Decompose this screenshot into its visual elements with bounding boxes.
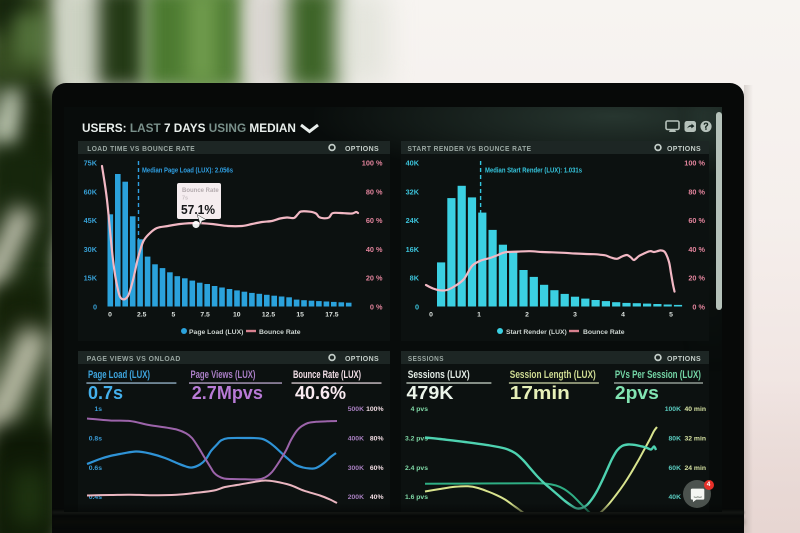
svg-text:Median Start Render (LUX): 1.0: Median Start Render (LUX): 1.031s [485,166,582,175]
svg-text:400K: 400K [348,436,364,443]
svg-text:3.2 pvs: 3.2 pvs [405,436,428,443]
svg-text:Bounce Rate: Bounce Rate [583,329,625,336]
svg-text:0: 0 [93,303,97,312]
svg-text:60 %: 60 % [366,216,383,225]
svg-text:15: 15 [296,312,304,319]
svg-text:17min: 17min [510,383,570,403]
svg-text:Bounce Rate: Bounce Rate [182,188,219,194]
svg-text:0 %: 0 % [370,303,383,312]
svg-text:OPTIONS: OPTIONS [345,144,379,153]
svg-text:Median Page Load (LUX): 2.056s: Median Page Load (LUX): 2.056s [142,166,233,175]
svg-text:60K: 60K [669,465,682,472]
svg-text:40.6%: 40.6% [295,383,346,403]
svg-text:200K: 200K [348,494,364,501]
svg-text:100 %: 100 % [684,159,705,168]
svg-text:24 min: 24 min [684,465,706,472]
svg-text:2: 2 [525,312,529,319]
svg-text:12.5: 12.5 [262,312,275,319]
svg-text:LOAD TIME VS BOUNCE RATE: LOAD TIME VS BOUNCE RATE [87,144,195,153]
svg-text:0.6s: 0.6s [89,465,102,472]
svg-text:2.5: 2.5 [137,312,147,319]
svg-text:60K: 60K [84,187,98,196]
svg-text:24K: 24K [406,216,420,225]
svg-text:40%: 40% [370,494,384,501]
svg-text:Session Length (LUX): Session Length (LUX) [510,369,596,381]
svg-text:0.7s: 0.7s [88,383,123,403]
svg-text:16K: 16K [406,245,420,254]
svg-text:Bounce Rate: Bounce Rate [259,329,301,336]
svg-text:OPTIONS: OPTIONS [667,144,701,153]
svg-text:5: 5 [172,312,176,319]
svg-text:Sessions (LUX): Sessions (LUX) [408,369,470,381]
svg-text:15K: 15K [84,274,98,283]
svg-text:40K: 40K [669,494,682,501]
svg-text:2pvs: 2pvs [615,383,659,403]
svg-text:2.7Mpvs: 2.7Mpvs [192,383,263,403]
svg-text:100 %: 100 % [362,159,383,168]
svg-text:Start Render (LUX): Start Render (LUX) [506,329,567,336]
svg-text:100K: 100K [665,406,681,413]
svg-text:Bounce Rate (LUX): Bounce Rate (LUX) [293,369,361,381]
svg-text:Page Load (LUX): Page Load (LUX) [189,329,243,336]
svg-text:40 min: 40 min [684,406,706,413]
svg-text:32K: 32K [406,187,420,196]
svg-text:80 %: 80 % [366,187,383,196]
svg-text:479K: 479K [407,383,454,403]
svg-text:20 %: 20 % [688,274,705,283]
svg-text:0: 0 [415,303,419,312]
svg-text:80%: 80% [370,436,384,443]
svg-text:OPTIONS: OPTIONS [667,354,701,363]
svg-text:0.8s: 0.8s [89,436,102,443]
svg-text:40 %: 40 % [366,245,383,254]
svg-text:500K: 500K [348,406,364,413]
svg-text:300K: 300K [348,465,364,472]
svg-text:0: 0 [429,312,433,319]
svg-text:1s: 1s [94,406,102,413]
svg-text:5: 5 [669,312,673,319]
svg-text:OPTIONS: OPTIONS [345,354,379,363]
svg-text:100%: 100% [366,406,383,413]
svg-text:7s: 7s [182,196,188,202]
svg-text:57.1%: 57.1% [181,202,215,217]
svg-text:60 %: 60 % [688,216,705,225]
svg-text:1.6 pvs: 1.6 pvs [405,494,428,501]
svg-text:0: 0 [108,312,112,319]
svg-text:20 %: 20 % [366,274,383,283]
svg-text:Page Views (LUX): Page Views (LUX) [191,369,256,381]
svg-text:START RENDER VS BOUNCE RATE: START RENDER VS BOUNCE RATE [408,144,532,153]
svg-text:PVs Per Session (LUX): PVs Per Session (LUX) [615,369,701,381]
svg-text:0.4s: 0.4s [89,494,102,501]
svg-text:Page Load (LUX): Page Load (LUX) [88,369,150,381]
svg-text:40K: 40K [406,159,420,168]
svg-text:17.5: 17.5 [325,312,338,319]
svg-text:80K: 80K [669,436,682,443]
svg-text:2.4 pvs: 2.4 pvs [405,465,428,472]
svg-text:80 %: 80 % [688,187,705,196]
svg-text:7.5: 7.5 [200,312,210,319]
svg-text:4 pvs: 4 pvs [411,406,429,413]
svg-text:10: 10 [233,312,241,319]
svg-text:0 %: 0 % [692,303,705,312]
svg-text:PAGE VIEWS VS ONLOAD: PAGE VIEWS VS ONLOAD [87,354,181,363]
svg-text:8K: 8K [410,274,420,283]
svg-text:40 %: 40 % [688,245,705,254]
svg-text:4: 4 [621,312,625,319]
svg-text:60%: 60% [370,465,384,472]
svg-text:75K: 75K [84,159,98,168]
svg-text:32 min: 32 min [684,436,706,443]
svg-text:45K: 45K [84,216,98,225]
svg-text:SESSIONS: SESSIONS [408,354,444,363]
svg-text:1: 1 [477,312,481,319]
svg-text:3: 3 [573,312,577,319]
svg-text:30K: 30K [84,245,98,254]
